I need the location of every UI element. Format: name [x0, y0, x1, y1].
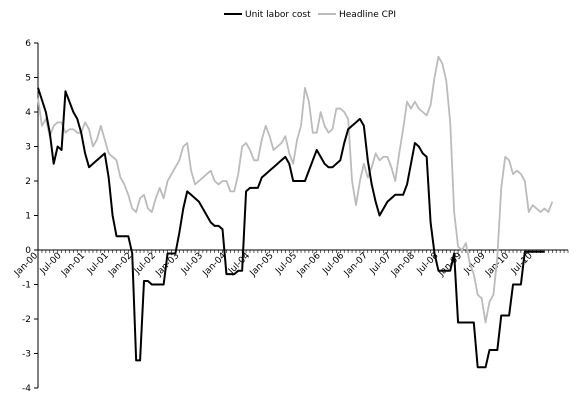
- series-unit-labor-cost: [37, 87, 545, 369]
- y-tick-label: -1: [22, 281, 31, 291]
- legend-label-headline-cpi: Headline CPI: [339, 10, 396, 20]
- x-axis: Jan-00Jul-00Jan-01Jul-01Jan-02Jul-02Jan-…: [12, 249, 569, 279]
- x-tick-label: Jul-02: [132, 251, 158, 277]
- x-tick-label: Jul-00: [38, 251, 64, 277]
- y-tick-label: 3: [25, 143, 31, 153]
- legend-label-unit-labor-cost: Unit labor cost: [245, 10, 311, 20]
- y-tick-label: -3: [22, 350, 31, 360]
- x-tick-label: Jan-06: [295, 251, 323, 279]
- y-tick-label: 6: [25, 39, 31, 49]
- y-tick-label: 0: [25, 246, 31, 256]
- legend: Unit labor cost Headline CPI: [224, 10, 396, 20]
- x-tick-label: Jul-01: [85, 251, 111, 277]
- x-tick-label: Jan-02: [106, 251, 134, 279]
- y-axis: -4 -3 -2 -1 0 1 2 3 4 5 6: [22, 39, 39, 394]
- x-tick-label: Jan-09: [436, 251, 464, 279]
- x-tick-label: Jul-07: [368, 251, 394, 277]
- y-tick-label: 4: [25, 108, 31, 118]
- series-line: [37, 87, 545, 369]
- x-tick-label: Jan-01: [59, 251, 87, 279]
- y-tick-label: 5: [25, 74, 31, 84]
- x-tick-label: Jul-04: [226, 251, 252, 277]
- y-tick-label: 1: [25, 212, 31, 222]
- x-tick-label: Jul-03: [179, 251, 205, 277]
- y-tick-label: -4: [22, 384, 31, 394]
- y-tick-label: -2: [22, 315, 31, 325]
- x-tick-label: Jul-06: [320, 251, 346, 277]
- x-tick-label: Jul-09: [462, 251, 488, 277]
- x-tick-label: Jan-05: [248, 251, 276, 279]
- y-tick-label: 2: [25, 177, 31, 187]
- x-tick-label: Jul-05: [273, 251, 299, 277]
- series-layer: [37, 55, 554, 369]
- x-tick-label: Jan-08: [389, 251, 417, 279]
- series-line: [37, 55, 554, 324]
- x-tick-label: Jan-07: [342, 251, 370, 279]
- series-headline-cpi: [37, 55, 554, 324]
